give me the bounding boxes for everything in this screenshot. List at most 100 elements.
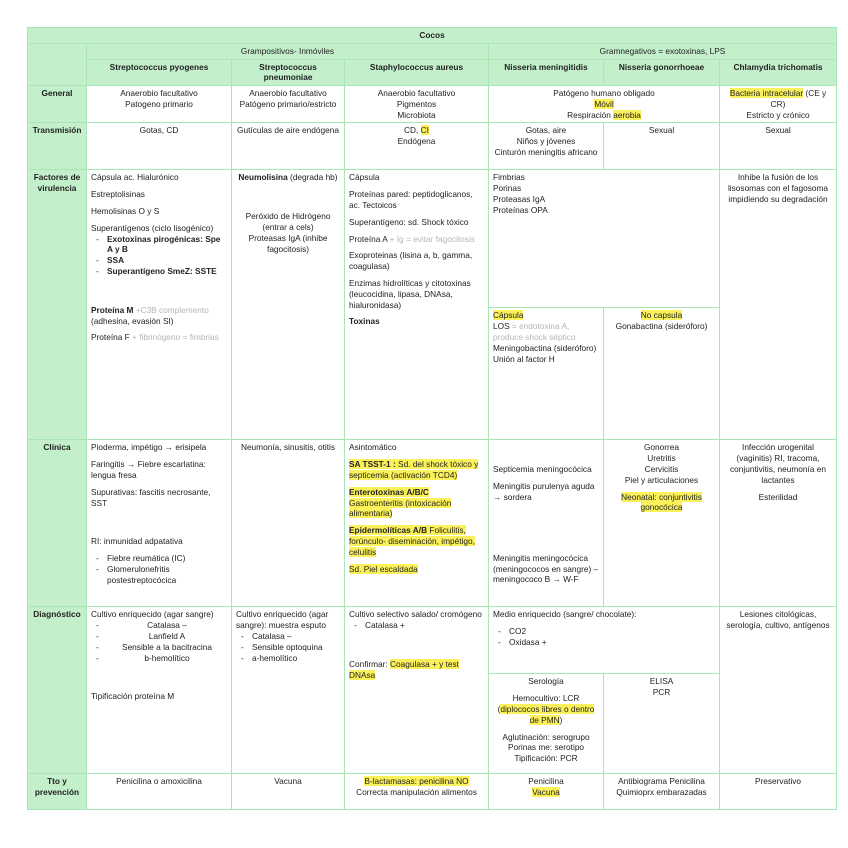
cell-block: [493, 531, 599, 553]
text-line: Proteína M +C3B complemento: [91, 305, 227, 316]
cell-block: Serología: [493, 676, 599, 687]
list-item: Fiebre reumática (IC): [91, 553, 227, 564]
cell-block: Cápsula LOS = endotoxina A, produce shock…: [493, 310, 599, 364]
cell-block: Proteína M +C3B complemento (adhesina, ev…: [91, 305, 227, 327]
text-segment: Meningobactina (sideróforo): [493, 342, 597, 353]
text-line: Confirmar: Coagulasa + y test DNAsa: [349, 659, 484, 681]
text-line: LOS = endotoxina A, produce shock séptic…: [493, 321, 599, 343]
text-segment: Unión al factor H: [493, 353, 555, 364]
text-segment: Tipificación proteína M: [91, 691, 175, 702]
text-line: Superantígeno: sd. Shock tóxico: [349, 217, 484, 228]
highlighted-text: Vacuna: [532, 787, 560, 798]
cell-block: Tipificación proteína M: [91, 691, 227, 702]
text-line: Anaerobio facultativo: [236, 88, 340, 99]
text-segment: Proteína A: [349, 233, 388, 244]
text-line: Epidermolíticas A/B Foliculitis, forúncu…: [349, 525, 484, 557]
cell-block: Enzimas hidrolíticas y citotoxinas (leuc…: [349, 278, 484, 310]
cell-block: [91, 669, 227, 691]
cell-diagnostico-meningitidis: Serología Hemocultivo: LCR (diplococos lib…: [488, 673, 604, 775]
row-label-tto: Tto y prevención: [27, 773, 87, 811]
cell-block: Lesiones citológicas, serología, cultivo…: [724, 609, 832, 631]
text-segment: Proteínas pared: peptidoglicanos, ac. Te…: [349, 189, 473, 211]
species-header-chlamydia: Chlamydia trichomatis: [718, 58, 838, 87]
text-line: Proteasas IgA: [493, 194, 715, 205]
cell-clinica-pyogenes: Pioderma, impétigo → erisipela Faringitis…: [86, 439, 232, 608]
text-line: Proteína A + Ig = evitar fagocitosis: [349, 234, 484, 245]
text-segment: Vacuna: [274, 776, 302, 787]
text-segment: Antibiograma Penicilina: [618, 776, 705, 787]
text-line: RI: inmunidad adpatativa: [91, 536, 227, 547]
cell-block: Cápsula ac. Hialurónico: [91, 172, 227, 183]
species-header-pyogenes: Streptococcus pyogenes: [86, 58, 232, 87]
text-segment: Proteína M: [91, 304, 134, 315]
cell-block: Aglutinación: serogrupo Porinas me: serot…: [493, 732, 599, 764]
cell-tto-pyogenes: Penicilina o amoxicilina: [86, 773, 232, 811]
text-segment: a-hemolítico: [252, 652, 298, 663]
text-segment: Inhibe la fusión de los lisosomas con el…: [727, 172, 829, 205]
text-segment: Exotoxinas pirogénicas: Spe A y B: [107, 233, 221, 255]
row-label-clinica: Clínica: [27, 439, 87, 608]
cell-block: Peróxido de Hidrógeno (entrar a cels) Pro…: [236, 211, 340, 254]
text-segment: Respiración: [567, 109, 614, 120]
text-segment: Toxinas: [349, 316, 380, 327]
highlighted-text: SA TSST-1 :: [349, 459, 399, 470]
text-segment: Superantígenos (ciclo lisogénico): [91, 222, 214, 233]
text-segment: Anaerobio facultativo: [249, 88, 327, 99]
text-segment: Cultivo enriquecido (agar sangre): muest…: [236, 609, 329, 631]
species-header-gonorrhoeae: Nisseria gonorrhoeae: [603, 58, 720, 87]
cell-block: Sexual: [724, 125, 832, 136]
text-line: Patógeno humano obligado: [493, 88, 715, 99]
table-title: Cocos: [26, 27, 838, 44]
text-segment: ELISA: [649, 676, 674, 687]
text-line: Proteínas pared: peptidoglicanos, ac. Te…: [349, 189, 484, 211]
text-line: Cultivo selectivo salado/ cromógeno: [349, 609, 484, 620]
cell-transmision-gonorrhoeae: Sexual: [603, 122, 720, 171]
cell-block: Fiebre reumática (IC)Glomerulonefritis p…: [91, 553, 227, 585]
text-line: Cápsula: [349, 172, 484, 183]
list-item: SSA: [91, 255, 227, 266]
text-segment: Gutículas de aire endógena: [237, 125, 339, 136]
text-segment: Peróxido de Hidrógeno (entrar a cels): [245, 211, 331, 233]
highlighted-text: CI: [420, 125, 429, 136]
highlighted-text: Sd. Piel escaldada: [349, 563, 418, 574]
list-item: Sensible optoquina: [236, 642, 340, 653]
text-line: Correcta manipulación alimentos: [349, 787, 484, 798]
text-segment: Gotas, aire: [525, 125, 567, 136]
text-segment: Penicilina o amoxicilina: [116, 776, 202, 787]
text-segment: Fimbrias: [493, 172, 525, 183]
text-segment: Meningitis purulenya aguda → sordera: [493, 481, 595, 503]
text-segment: b-hemolítico: [144, 652, 190, 663]
cell-block: Inhibe la fusión de los lisosomas con el…: [724, 172, 832, 204]
cell-block: SA TSST-1 : Sd. del shock tóxico y septi…: [349, 459, 484, 481]
text-segment: + Ig = evitar fagocitosis: [387, 233, 475, 244]
text-line: Anaerobio facultativo: [91, 88, 227, 99]
cell-block: Pioderma, impétigo → erisipela: [91, 442, 227, 453]
highlighted-text: diplococos libres o dentro de PMN: [500, 704, 595, 725]
text-segment: Pigmentos: [396, 98, 437, 109]
gramnegativos-header: Gramnegativos = exotoxinas, LPS: [487, 42, 838, 60]
text-line: Supurativas: fascitis necrosante, SST: [91, 487, 227, 509]
text-line: Vacuna: [493, 787, 599, 798]
text-line: Piel y articulaciones: [608, 475, 715, 486]
cell-tto-chlamydia: Preservativo: [718, 773, 838, 811]
cell-block: Meningitis purulenya aguda → sordera: [493, 481, 599, 503]
cell-clinica-meningitidis: Septicemia meningocócica Meningitis purul…: [488, 439, 604, 608]
text-line: Gotas, aire: [493, 125, 599, 136]
cell-block: Gotas, aire Niños y jóvenes Cinturón menin…: [493, 125, 599, 157]
text-line: Cápsula ac. Hialurónico: [91, 172, 227, 183]
text-line: Estreptolisinas: [91, 189, 227, 200]
text-line: Gastroenteritis (intoxicación alimentari…: [349, 497, 484, 520]
cell-transmision-pyogenes: Gotas, CD: [86, 122, 232, 171]
text-line: Proteína F + fibrinógeno = fimbrias: [91, 332, 227, 343]
cell-general-aureus: Anaerobio facultativo Pigmentos Microbiota: [344, 85, 489, 124]
highlighted-text: No capsula: [640, 310, 683, 321]
text-line: CD, CI: [349, 125, 484, 136]
text-line: Lesiones citológicas, serología, cultivo…: [724, 609, 832, 631]
text-line: Proteasas IgA (inhibe fagocitosis): [236, 233, 340, 255]
text-segment: ): [559, 714, 563, 725]
text-segment: Patógeno humano obligado: [553, 88, 655, 99]
text-line: Bacteria intracelular (CE y CR): [724, 88, 832, 110]
cell-block: Gutículas de aire endógena: [236, 125, 340, 136]
text-segment: Oxidasa +: [509, 637, 547, 648]
text-line: Móvil: [493, 98, 715, 110]
